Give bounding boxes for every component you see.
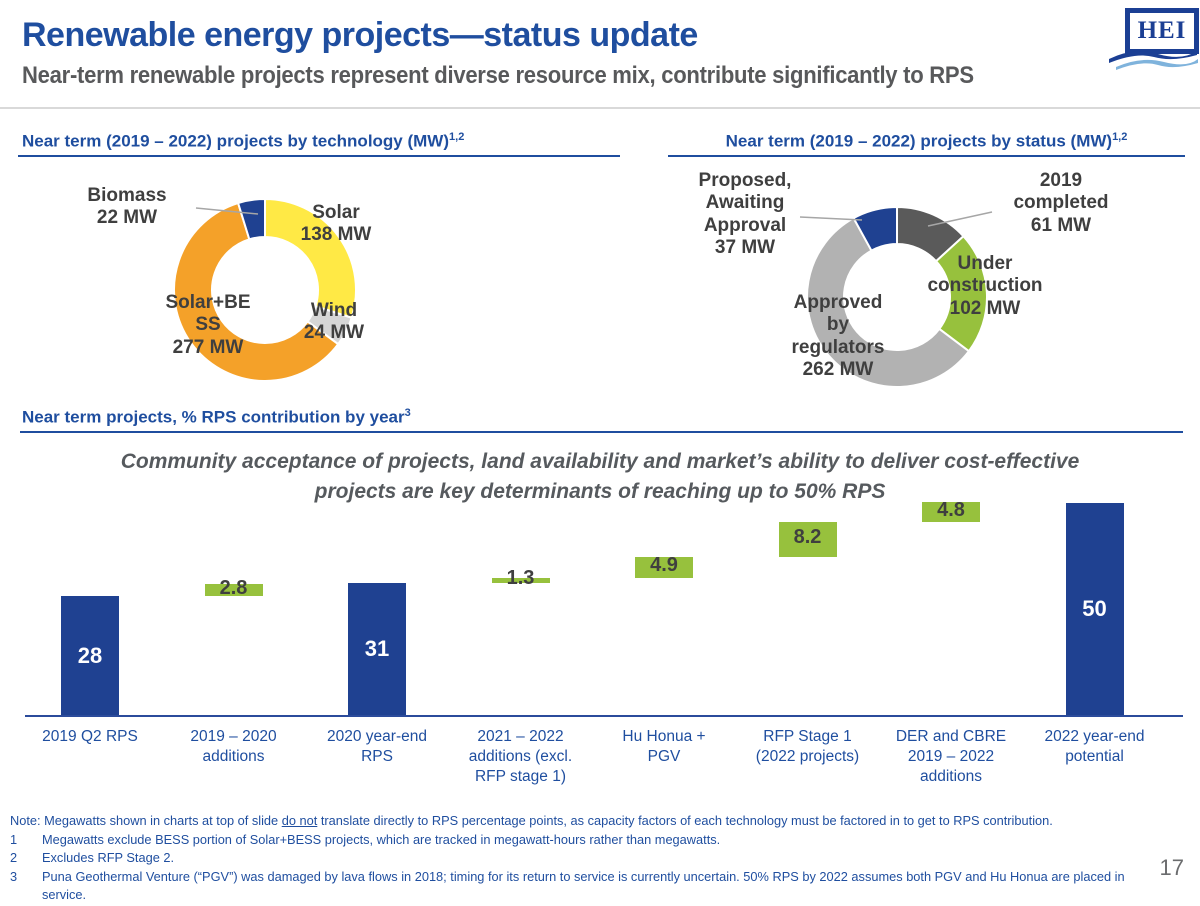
callout-under-construction: Under construction 102 MW	[927, 253, 1043, 319]
footnote-2-text: Excludes RFP Stage 2.	[42, 850, 175, 866]
donut-slice-approved-by-regulators	[806, 216, 971, 388]
status-chart-title-text: Near term (2019 – 2022) projects by stat…	[725, 131, 1113, 151]
waterfall-bar-total-7	[1065, 502, 1124, 715]
hei-logo-waves-icon	[1109, 51, 1198, 70]
x-axis-line	[25, 715, 1183, 717]
callout-2019-completed: 2019 completed 61 MW	[1013, 170, 1109, 236]
rps-chart-title: Near term projects, % RPS contribution b…	[22, 407, 411, 428]
callout-solar: Solar 138 MW	[300, 202, 372, 246]
footnote-note-post: translate directly to RPS percentage poi…	[317, 813, 1053, 828]
status-donut-chart	[806, 206, 988, 388]
footnote-2: 2 Excludes RFP Stage 2.	[10, 849, 1145, 868]
technology-chart-title-sup: 1,2	[449, 131, 465, 143]
hei-logo-text: HEI	[1137, 17, 1187, 44]
footnote-3: 3 Puna Geothermal Venture (“PGV”) was da…	[10, 868, 1145, 905]
donut-slice-solar-bess	[173, 201, 340, 382]
page-title: Renewable energy projects—status update	[22, 16, 698, 54]
callout-proposed: Proposed, Awaiting Approval 37 MW	[698, 170, 792, 259]
waterfall-bar-delta-4	[635, 556, 693, 578]
technology-chart-title-text: Near term (2019 – 2022) projects by tech…	[22, 131, 450, 151]
bar-value-label: 50	[1082, 595, 1107, 621]
x-axis-label: DER and CBRE 2019 – 2022 additions	[895, 728, 1007, 786]
x-axis-label: 2022 year-end potential	[1044, 728, 1145, 766]
footnote-note-underline: do not	[281, 813, 318, 828]
waterfall-bar-delta-5	[778, 522, 837, 557]
callout-wind: Wind 24 MW	[303, 300, 365, 344]
x-axis-label: 2021 – 2022 additions (excl. RFP stage 1…	[468, 728, 573, 786]
footnote-3-text: Puna Geothermal Venture (“PGV”) was dama…	[42, 868, 1125, 903]
page-subtitle: Near-term renewable projects represent d…	[22, 62, 974, 89]
rps-annotation: Community acceptance of projects, land a…	[120, 450, 1080, 503]
hei-logo: HEI	[1125, 8, 1199, 54]
bar-value-label: 8.2	[793, 526, 822, 549]
footnote-3-num: 3	[10, 868, 18, 884]
callout-biomass: Biomass 22 MW	[87, 185, 167, 229]
header-separator	[0, 107, 1200, 109]
footnote-note: Note: Megawatts shown in charts at top o…	[10, 812, 1145, 831]
bar-value-label: 31	[364, 636, 390, 662]
footnote-1: 1 Megawatts exclude BESS portion of Sola…	[10, 831, 1145, 850]
x-axis-label: 2020 year-end RPS	[327, 728, 427, 766]
technology-chart-title: Near term (2019 – 2022) projects by tech…	[22, 131, 464, 152]
donut-slice-proposed-awaiting-approval	[852, 206, 898, 252]
rps-chart-title-text: Near term projects, % RPS contribution b…	[22, 407, 405, 427]
donut-slice-solar	[264, 198, 357, 320]
footnote-note-pre: Note: Megawatts shown in charts at top o…	[10, 813, 282, 828]
callout-approved: Approved by regulators 262 MW	[791, 292, 885, 381]
status-title-underline	[668, 155, 1185, 157]
page-number: 17	[1159, 855, 1184, 880]
x-axis-label: 2019 – 2020 additions	[190, 728, 277, 766]
bar-value-label: 28	[77, 642, 103, 668]
footnote-1-text: Megawatts exclude BESS portion of Solar+…	[42, 831, 721, 847]
waterfall-bar-delta-1	[204, 584, 263, 596]
rps-title-underline	[20, 431, 1183, 433]
rps-chart-title-sup: 3	[404, 407, 411, 419]
waterfall-bar-total-0	[61, 596, 119, 715]
bar-value-label: 2.8	[219, 577, 248, 600]
waterfall-bar-delta-6	[922, 501, 980, 523]
status-chart-title-sup: 1,2	[1112, 131, 1128, 143]
status-chart-title: Near term (2019 – 2022) projects by stat…	[668, 131, 1185, 152]
bar-value-label: 4.8	[937, 498, 965, 521]
footnotes: Note: Megawatts shown in charts at top o…	[10, 812, 1145, 905]
footnote-1-num: 1	[10, 831, 18, 847]
bar-value-label: 1.3	[506, 567, 535, 590]
x-axis-label: 2019 Q2 RPS	[42, 728, 138, 745]
footnote-2-num: 2	[10, 850, 18, 866]
x-axis-label: RFP Stage 1 (2022 projects)	[755, 728, 860, 766]
bar-value-label: 4.9	[650, 554, 678, 577]
x-axis-label: Hu Honua + PGV	[622, 728, 706, 766]
callout-solar-bess: Solar+BE SS 277 MW	[165, 292, 251, 358]
technology-title-underline	[18, 155, 620, 157]
waterfall-bar-total-2	[348, 583, 406, 715]
rps-waterfall-chart: 28 2019 Q2 RPS 2.8 2019 – 2020 additions 31 2…	[25, 495, 1183, 805]
waterfall-bar-delta-3	[491, 577, 550, 584]
